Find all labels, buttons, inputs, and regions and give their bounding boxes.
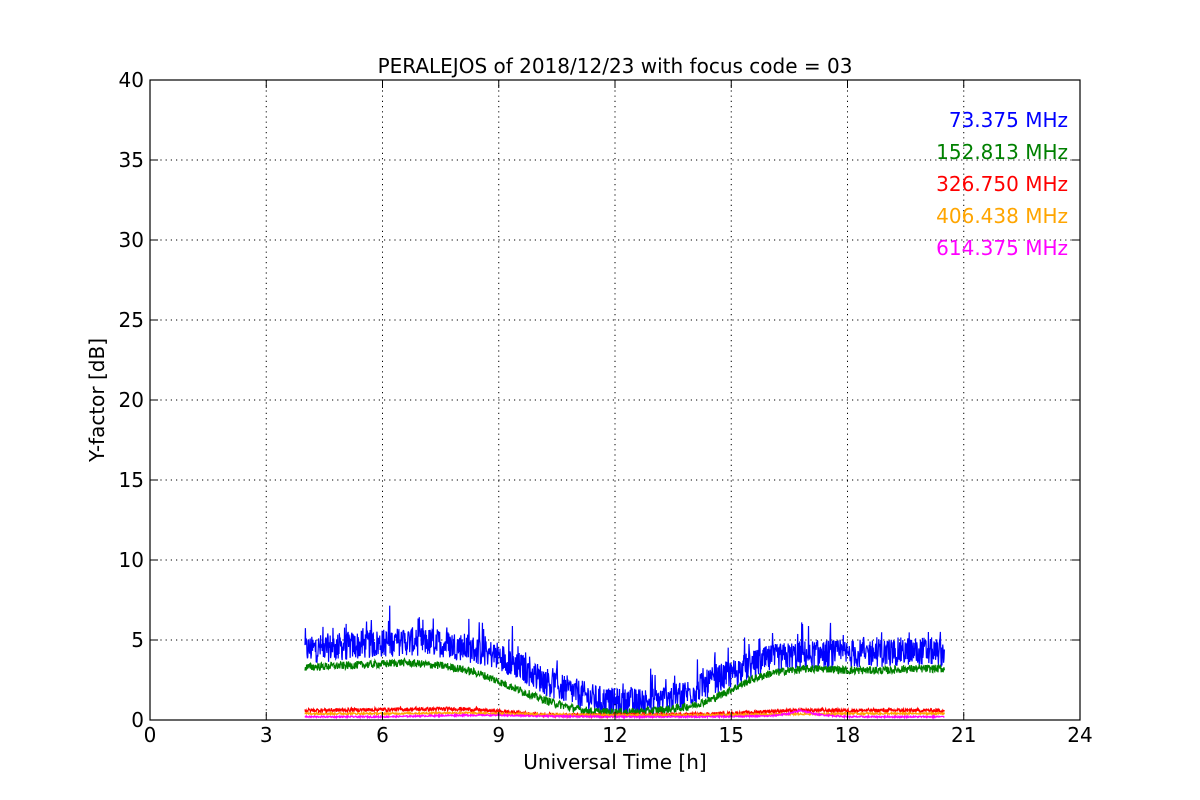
y-tick-label: 25 <box>119 308 144 332</box>
y-tick-label: 20 <box>119 388 144 412</box>
legend-entry: 152.813 MHz <box>936 140 1068 164</box>
series-layer <box>304 605 945 720</box>
series-326-750-mhz <box>304 705 945 720</box>
legend-entry: 406.438 MHz <box>936 204 1068 228</box>
x-tick-label: 0 <box>144 723 157 747</box>
x-tick-label: 9 <box>492 723 505 747</box>
ticks <box>149 79 1081 721</box>
y-tick-label: 10 <box>119 548 144 572</box>
tick-labels: 0 3 6 9 12 15 18 21 24 0 5 10 15 20 25 30 35 40 <box>119 68 1093 747</box>
plot-area <box>304 605 945 720</box>
y-tick-label: 40 <box>119 68 144 92</box>
legend-entry: 326.750 MHz <box>936 172 1068 196</box>
y-tick-label: 30 <box>119 228 144 252</box>
y-axis-title: Y-factor [dB] <box>85 338 109 463</box>
y-tick-label: 5 <box>131 628 144 652</box>
series-line <box>304 657 945 717</box>
x-tick-label: 12 <box>602 723 627 747</box>
x-tick-label: 18 <box>835 723 860 747</box>
series-line <box>304 705 945 720</box>
series-614-375-mhz <box>304 708 945 720</box>
series-line <box>304 708 945 720</box>
grid <box>150 80 1080 720</box>
chart-title: PERALEJOS of 2018/12/23 with focus code … <box>378 54 853 78</box>
x-tick-label: 24 <box>1067 723 1092 747</box>
y-tick-label: 15 <box>119 468 144 492</box>
x-axis-title: Universal Time [h] <box>523 750 706 774</box>
legend-entry: 614.375 MHz <box>936 236 1068 260</box>
y-tick-label: 35 <box>119 148 144 172</box>
x-tick-label: 15 <box>719 723 744 747</box>
legend-entry: 73.375 MHz <box>949 108 1068 132</box>
legend: 73.375 MHz 152.813 MHz 326.750 MHz 406.438 … <box>936 108 1068 260</box>
x-tick-label: 6 <box>376 723 389 747</box>
y-tick-label: 0 <box>131 708 144 732</box>
x-tick-label: 3 <box>260 723 273 747</box>
x-tick-label: 21 <box>951 723 976 747</box>
series-152-813-mhz <box>304 657 945 717</box>
